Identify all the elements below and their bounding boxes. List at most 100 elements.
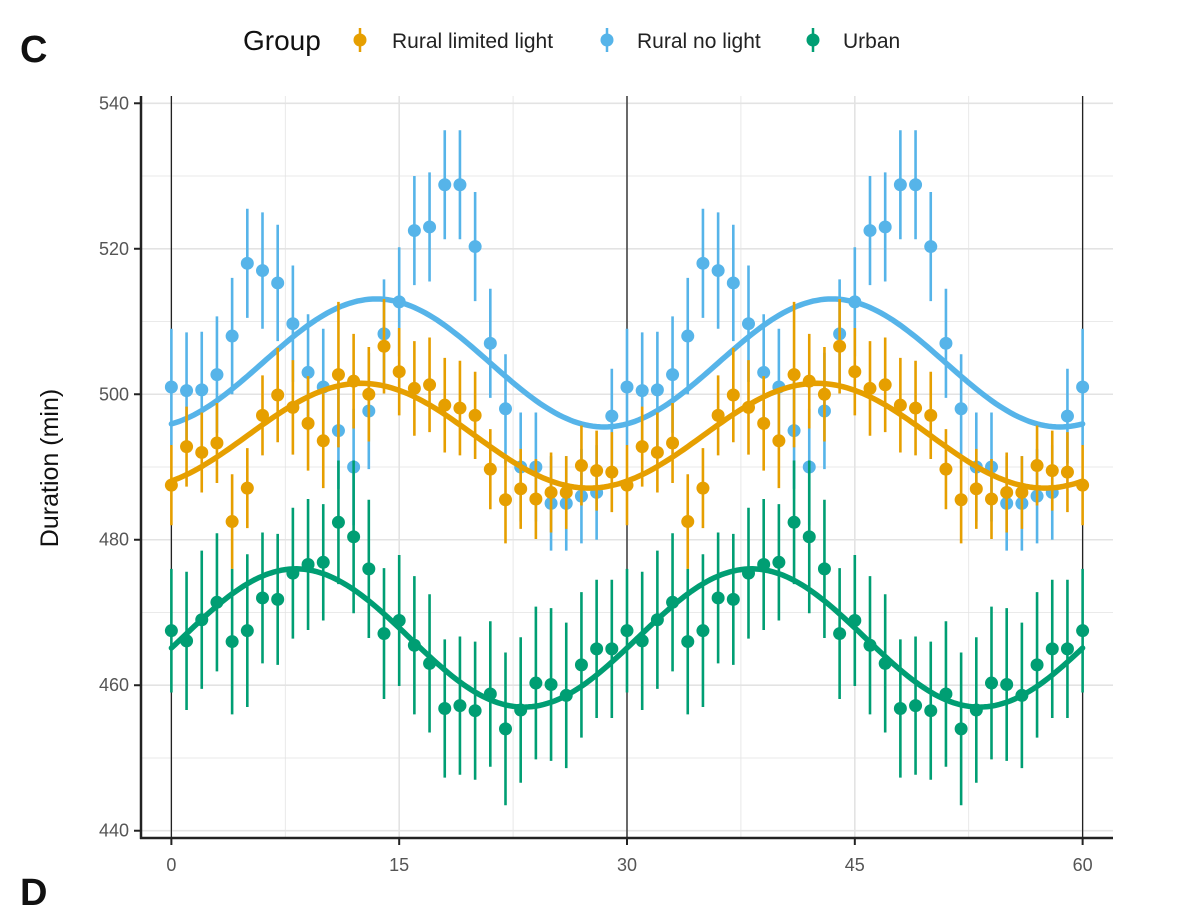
data-point [1000, 678, 1014, 692]
data-point [985, 676, 998, 690]
data-point [863, 638, 877, 652]
data-point [210, 368, 224, 382]
legend: Group Rural limited light Rural no light Ur… [243, 25, 900, 56]
data-point [666, 436, 680, 450]
data-point [878, 378, 892, 392]
data-point [650, 445, 664, 459]
data-point [848, 613, 862, 627]
data-point [331, 368, 345, 382]
data-point [635, 384, 649, 398]
data-point [650, 383, 664, 397]
data-point [362, 562, 376, 576]
data-point [559, 485, 573, 499]
data-point [635, 440, 649, 454]
data-point [286, 566, 300, 580]
data-point [240, 256, 254, 270]
plot-area [164, 130, 1090, 806]
data-point [742, 566, 755, 580]
data-point [1076, 380, 1090, 394]
data-point [514, 482, 528, 496]
data-point [742, 400, 755, 414]
data-point [407, 224, 421, 238]
data-point [1030, 459, 1044, 473]
data-point [331, 515, 345, 529]
data-point [787, 515, 801, 529]
data-point [362, 387, 376, 401]
data-point [195, 613, 209, 627]
data-point [757, 416, 771, 430]
data-point [483, 336, 497, 350]
data-point [726, 592, 740, 606]
data-point [772, 555, 786, 569]
data-point [423, 656, 437, 670]
data-point [164, 624, 178, 638]
data-point [666, 368, 680, 382]
data-point [392, 365, 406, 379]
data-point [392, 613, 406, 627]
data-point [620, 380, 634, 394]
data-point [347, 374, 361, 388]
data-point [590, 642, 604, 656]
data-point [909, 401, 923, 415]
data-point [954, 722, 968, 736]
legend-key-point [353, 33, 367, 47]
legend-key-point [600, 33, 614, 47]
data-point [620, 478, 634, 492]
data-point [316, 555, 330, 569]
data-point [529, 676, 543, 690]
data-point [286, 317, 300, 331]
data-point [1015, 688, 1029, 702]
data-point [423, 220, 437, 234]
x-tick-label: 45 [845, 855, 865, 875]
data-point [240, 481, 254, 495]
x-tick-label: 60 [1073, 855, 1093, 875]
data-point [164, 478, 178, 492]
data-point [650, 613, 664, 627]
data-point [817, 562, 831, 576]
data-point [924, 240, 938, 254]
data-point [711, 591, 725, 605]
data-point [939, 462, 953, 476]
data-point [225, 515, 239, 529]
data-point [574, 658, 588, 672]
data-point [985, 492, 998, 506]
data-point [392, 295, 406, 309]
x-tick-label: 0 [166, 855, 176, 875]
y-axis-title: Duration (min) [36, 389, 64, 547]
data-point [909, 178, 923, 192]
data-point [635, 634, 649, 648]
data-point [483, 687, 497, 701]
series-rural-limited-light [164, 298, 1090, 569]
series-urban [164, 460, 1090, 806]
data-point [969, 703, 983, 717]
data-point [833, 339, 847, 353]
data-point [499, 402, 512, 416]
data-point [620, 624, 634, 638]
data-point [909, 699, 923, 713]
data-point [195, 383, 209, 397]
data-point [924, 408, 938, 422]
data-point [590, 464, 604, 478]
data-point [301, 365, 315, 379]
data-point [514, 703, 528, 717]
data-point [377, 339, 391, 353]
legend-label: Urban [843, 30, 900, 53]
data-point [256, 408, 269, 422]
data-point [863, 381, 877, 395]
data-point [954, 493, 968, 507]
data-point [742, 317, 755, 331]
data-point [711, 408, 725, 422]
data-point [286, 400, 300, 414]
legend-title: Group [243, 25, 321, 56]
data-point [848, 295, 862, 309]
data-point [1076, 624, 1090, 638]
y-tick-label: 540 [99, 93, 129, 113]
data-point [164, 380, 178, 394]
data-point [954, 402, 968, 416]
data-point [468, 704, 482, 718]
data-point [180, 440, 194, 454]
data-point [802, 374, 816, 388]
data-point [1030, 658, 1044, 672]
legend-label: Rural limited light [392, 30, 553, 53]
data-point [939, 687, 953, 701]
